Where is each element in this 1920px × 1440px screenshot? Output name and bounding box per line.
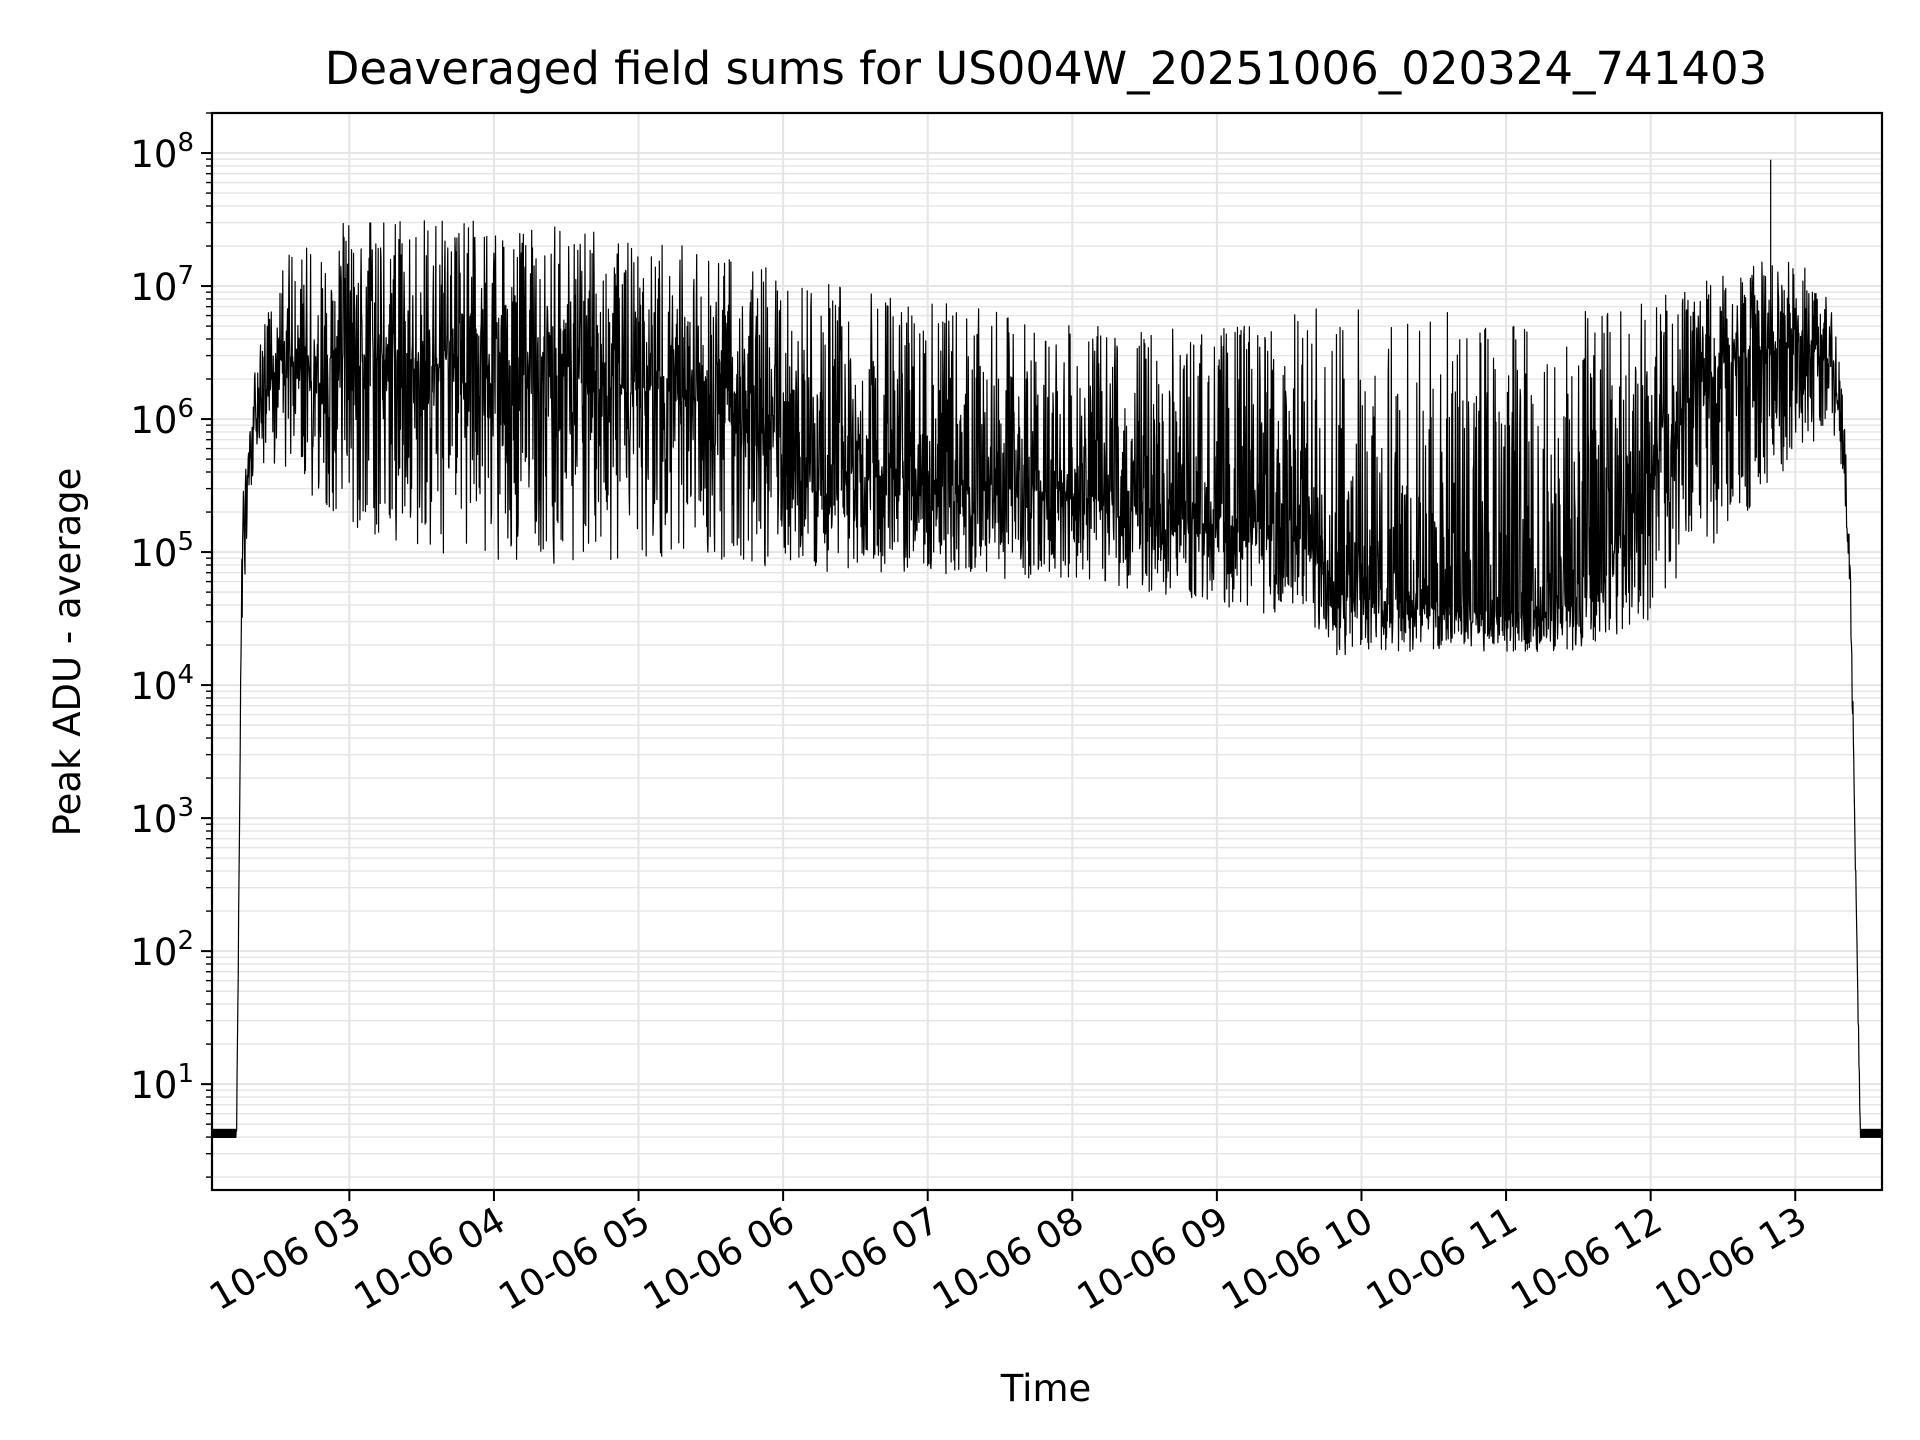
y-tick-label-base: 10 [130, 798, 177, 841]
y-axis-label: Peak ADU - average [46, 468, 89, 837]
y-tick-label: 106 [130, 394, 194, 442]
plot-frame [210, 111, 1884, 1192]
y-tick-label-exponent: 1 [177, 1059, 194, 1089]
y-tick-label-base: 10 [130, 399, 177, 442]
y-tick-label: 102 [130, 926, 194, 974]
y-tick-label-exponent: 7 [177, 261, 194, 291]
y-tick-label: 103 [130, 793, 194, 841]
y-tick-label-base: 10 [130, 665, 177, 708]
y-tick-label-exponent: 3 [177, 793, 194, 823]
y-tick-label-exponent: 2 [177, 926, 194, 956]
y-tick-label: 107 [130, 261, 194, 309]
y-tick-label-exponent: 4 [177, 660, 194, 690]
y-tick-label-base: 10 [130, 931, 177, 974]
data-series-line [211, 159, 1883, 1138]
y-tick-label-exponent: 6 [177, 394, 194, 424]
y-tick-label-base: 10 [130, 133, 177, 176]
y-tick-label-base: 10 [130, 1064, 177, 1107]
grid-major [212, 113, 1882, 1190]
y-tick-label-exponent: 5 [177, 527, 194, 557]
y-tick-label: 101 [130, 1059, 194, 1107]
data-line-group [211, 159, 1883, 1138]
y-tick-label-base: 10 [130, 266, 177, 309]
y-tick-label-base: 10 [130, 532, 177, 575]
y-tick-label: 104 [130, 660, 194, 708]
chart-title: Deaveraged field sums for US004W_2025100… [325, 42, 1768, 95]
y-tick-label: 108 [130, 128, 194, 176]
x-axis-label: Time [1000, 1367, 1092, 1410]
y-tick-label-exponent: 8 [177, 128, 194, 158]
y-tick-label: 105 [130, 527, 194, 575]
